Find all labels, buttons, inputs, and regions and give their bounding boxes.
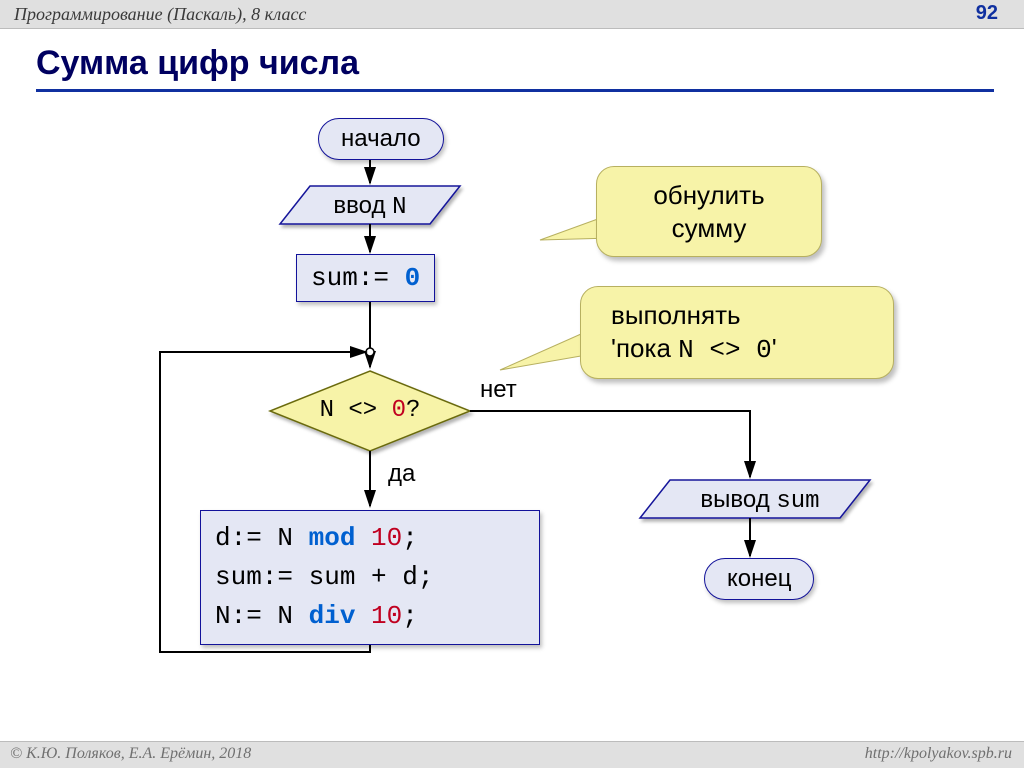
c2-pre: 'пока xyxy=(611,333,678,363)
c2-code: N <> 0 xyxy=(678,335,772,365)
node-init: sum:= 0 xyxy=(296,254,435,302)
node-output: вывод sum xyxy=(660,486,860,515)
c1-l1: обнулить xyxy=(653,180,764,210)
cond-post: ? xyxy=(406,397,420,424)
init-lhs: sum:= xyxy=(311,263,405,293)
node-body: d:= N mod 10; sum:= sum + d; N:= N div 1… xyxy=(200,510,540,645)
page-number: 92 xyxy=(976,2,998,25)
node-input: ввод N xyxy=(300,192,440,221)
start-label: начало xyxy=(341,125,421,152)
output-var: sum xyxy=(776,488,819,515)
cond-val: 0 xyxy=(392,397,406,424)
footer-copyright: © К.Ю. Поляков, Е.А. Ерёмин, 2018 xyxy=(10,745,251,763)
end-label: конец xyxy=(727,565,791,592)
callout-while-cond: выполнять 'пока N <> 0' xyxy=(580,286,894,379)
body-line2: sum:= sum + d; xyxy=(215,558,525,597)
node-start: начало xyxy=(318,118,444,160)
label-no: нет xyxy=(480,376,517,404)
cond-pre: N <> xyxy=(320,397,392,424)
node-decision: N <> 0? xyxy=(300,397,440,424)
slide-header: Программирование (Паскаль), 8 класс 92 xyxy=(0,0,1024,29)
body-line1: d:= N mod 10; xyxy=(215,519,525,558)
input-prefix: ввод xyxy=(333,192,392,219)
c2-l1: выполнять xyxy=(611,300,741,330)
c2-post: ' xyxy=(772,333,777,363)
body-line3: N:= N div 10; xyxy=(215,597,525,636)
footer-url: http://kpolyakov.spb.ru xyxy=(865,745,1012,763)
init-rhs: 0 xyxy=(405,263,421,293)
input-var: N xyxy=(392,194,406,221)
course-label: Программирование (Паскаль), 8 класс xyxy=(14,4,306,25)
slide-footer: © К.Ю. Поляков, Е.А. Ерёмин, 2018 http:/… xyxy=(0,741,1024,768)
c1-l2: сумму xyxy=(672,213,747,243)
output-prefix: вывод xyxy=(700,486,776,513)
node-end: конец xyxy=(704,558,814,600)
slide-title: Сумма цифр числа xyxy=(36,44,994,92)
label-yes: да xyxy=(388,460,415,488)
callout-reset-sum: обнулить сумму xyxy=(596,166,822,257)
